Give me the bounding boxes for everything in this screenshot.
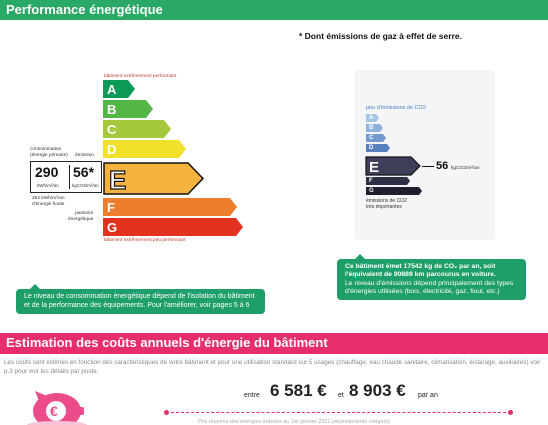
energy-class-e-letter: E [109,165,126,195]
emission-value: 56* [73,164,95,180]
range-low: 6 581 € [270,381,327,400]
range-divider-start-dot [164,410,169,415]
consumption-label: consommation (énergie primaire) [30,147,68,158]
consumption-callout: Le niveau de consommation énergétique dé… [16,284,265,314]
energy-class-c-letter: C [103,120,164,138]
energy-performance-title: Performance énergétique [6,2,163,17]
range-and: et [338,392,344,399]
co2-class-c: C [366,134,386,142]
final-energy: 262 kWh/m²/an d'énergie finale [32,196,65,207]
energy-class-b: B [103,100,153,118]
energy-class-c: C [103,120,171,138]
co2-class-f: F [366,177,410,185]
energy-class-a-letter: A [103,80,128,98]
consumption-value: 290 [35,164,59,180]
co2-class-d: D [366,144,390,152]
co2-title: peu d'émissions de CO2 [366,105,426,111]
range-divider-end-dot [508,410,513,415]
co2-class-b: B [366,124,383,132]
energy-class-f-letter: F [103,198,230,216]
range-high: 8 903 € [349,381,406,400]
co2-class-a: A [366,114,379,122]
energy-class-f: F [103,198,237,216]
co2-value: 56 [436,160,449,172]
energy-class-e-current: E [103,162,204,195]
co2-card [354,70,495,240]
emissions-callout-main: Ce bâtiment émet 17542 kg de CO₂ par an,… [345,263,496,279]
energy-class-b-letter: B [103,100,146,118]
co2-unit: kgCO2/m²/an [451,166,480,171]
energy-price-note: Prix moyens des énergies indexés au 1er … [198,419,390,425]
emissions-callout-secondary: Le niveau d'émissions dépend principalem… [345,279,514,295]
consumption-unit: kWh/m²/an [37,183,59,188]
energy-performance-header: Performance énergétique [0,0,548,20]
costs-description: Les coûts sont estimés en fonction des c… [4,359,541,375]
label-top-text: bâtiment extrêmement performant [104,74,177,79]
energy-class-d-letter: D [103,140,179,158]
costs-header: Estimation des coûts annuels d'énergie d… [0,333,548,354]
co2-pointer-line [422,166,434,167]
svg-text:€: € [50,403,58,419]
energy-class-g-letter: G [103,218,236,236]
costs-title: Estimation des coûts annuels d'énergie d… [6,335,328,350]
co2-class-g: G [366,187,422,195]
range-per-year: par an [418,392,438,399]
emissions-callout: Ce bâtiment émet 17542 kg de CO₂ par an,… [337,253,526,301]
svg-text:E: E [369,159,379,176]
label-bottom-text: bâtiment extrêmement peu performant [104,238,186,243]
passoire-label: passoire énergétique [68,211,94,222]
energy-value-box: 290 kWh/m²/an 56* kgCO2/m²/an [30,161,102,193]
emission-label: émission [75,153,94,158]
energy-class-g: G [103,218,243,236]
range-between: entre [244,392,260,399]
piggy-bank-icon: € [27,391,87,425]
co2-bottom-text: émissions de CO2 très importantes [366,198,407,210]
energy-class-d: D [103,140,186,158]
range-divider [166,412,511,413]
energy-class-a: A [103,80,135,98]
emission-unit: kgCO2/m²/an [72,183,99,188]
greenhouse-footnote: * Dont émissions de gaz à effet de serre… [299,31,462,41]
co2-class-e-current: E [365,156,421,176]
